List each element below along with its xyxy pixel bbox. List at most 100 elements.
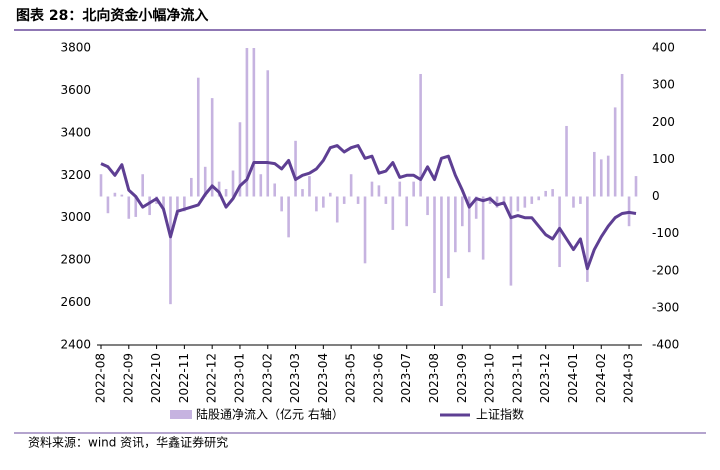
y-tick-label: 3200 <box>60 168 91 182</box>
bar <box>502 196 506 204</box>
bar <box>467 196 471 253</box>
bar <box>454 196 457 253</box>
bar <box>586 196 589 282</box>
bar <box>558 196 561 268</box>
x-tick-label: 2024-02 <box>594 353 608 403</box>
legend-label: 上证指数 <box>476 407 524 422</box>
bar <box>599 159 603 197</box>
bar <box>370 181 374 197</box>
bar <box>273 183 277 197</box>
bar <box>322 196 325 208</box>
y-tick-label: 2400 <box>60 338 91 352</box>
bar <box>349 174 353 197</box>
bar <box>238 122 242 197</box>
y2-tick-label: 400 <box>652 41 675 55</box>
bar <box>176 196 179 216</box>
x-tick-label: 2022-11 <box>177 353 191 403</box>
x-tick-label: 2023-12 <box>538 353 552 403</box>
y2-tick-label: -100 <box>652 226 679 240</box>
bar <box>148 196 151 216</box>
bar <box>162 196 165 212</box>
bar <box>342 196 346 204</box>
bar <box>363 196 367 264</box>
bar <box>391 196 395 230</box>
bar <box>593 151 596 197</box>
bar <box>440 196 443 307</box>
x-tick-label: 2022-10 <box>149 353 163 403</box>
bar <box>280 196 283 212</box>
chart-title: 图表 28：北向资金小幅净流入 <box>16 7 208 24</box>
x-tick-label: 2023-05 <box>344 353 358 403</box>
bar <box>613 107 617 197</box>
x-tick-label: 2023-08 <box>427 353 441 403</box>
bar <box>447 196 450 279</box>
bar <box>134 196 138 217</box>
bar <box>245 48 249 197</box>
bar <box>426 196 429 216</box>
bar <box>551 189 554 197</box>
source-note: 资料来源：wind 资讯，华鑫证券研究 <box>28 435 228 450</box>
bar <box>183 196 186 212</box>
x-tick-label: 2023-03 <box>288 353 302 403</box>
bar <box>481 196 485 260</box>
bar <box>266 70 270 197</box>
y2-tick-label: 200 <box>652 115 675 129</box>
y-tick-label: 3000 <box>60 210 91 224</box>
bar <box>537 196 541 201</box>
bar <box>516 196 520 212</box>
line <box>100 144 637 271</box>
bar <box>287 196 290 238</box>
legend-swatch <box>170 410 192 419</box>
x-tick-label: 2023-07 <box>399 353 413 403</box>
x-tick-label: 2022-09 <box>121 353 135 403</box>
y-tick-label: 2800 <box>60 253 91 267</box>
x-tick-label: 2023-04 <box>316 353 330 403</box>
bar <box>217 181 221 197</box>
bar <box>634 176 638 197</box>
x-tick-label: 2023-10 <box>483 353 497 403</box>
bar <box>231 170 235 197</box>
y2-tick-label: -300 <box>652 300 679 314</box>
bar <box>412 181 415 197</box>
bar <box>127 196 131 219</box>
x-tick-label: 2023-06 <box>371 353 385 403</box>
y-tick-label: 3600 <box>60 83 91 97</box>
bar <box>196 77 200 197</box>
y2-tick-label: 0 <box>652 189 660 203</box>
bar <box>356 196 360 204</box>
bar <box>509 196 513 286</box>
bar <box>106 196 110 214</box>
bar <box>460 196 464 227</box>
bar <box>579 196 582 204</box>
bar <box>224 189 228 197</box>
y2-tick-label: -200 <box>652 263 679 277</box>
legend-label: 陆股通净流入（亿元 右轴） <box>196 407 344 422</box>
bar <box>572 196 575 208</box>
y-tick-label: 2600 <box>60 295 91 309</box>
bar <box>328 192 332 197</box>
bar <box>308 176 311 197</box>
bar <box>120 194 124 197</box>
bar <box>294 140 297 197</box>
bar <box>565 125 568 197</box>
y2-tick-label: -400 <box>652 338 679 352</box>
y-tick-label: 3400 <box>60 125 91 139</box>
x-tick-label: 2023-09 <box>455 353 469 403</box>
bar <box>203 166 207 197</box>
bar <box>259 174 263 197</box>
x-tick-label: 2023-11 <box>510 353 524 403</box>
bar <box>433 196 436 294</box>
bar <box>495 196 499 208</box>
x-tick-label: 2024-03 <box>622 353 636 403</box>
bar <box>169 196 172 305</box>
bar <box>474 196 478 219</box>
bar <box>606 155 610 197</box>
x-tick-label: 2023-01 <box>232 353 246 403</box>
bar <box>210 98 214 197</box>
bar <box>190 177 193 197</box>
bar <box>530 196 534 204</box>
bar <box>252 48 256 197</box>
bar <box>419 73 422 197</box>
x-tick-label: 2022-12 <box>205 353 219 403</box>
bar <box>301 189 304 197</box>
